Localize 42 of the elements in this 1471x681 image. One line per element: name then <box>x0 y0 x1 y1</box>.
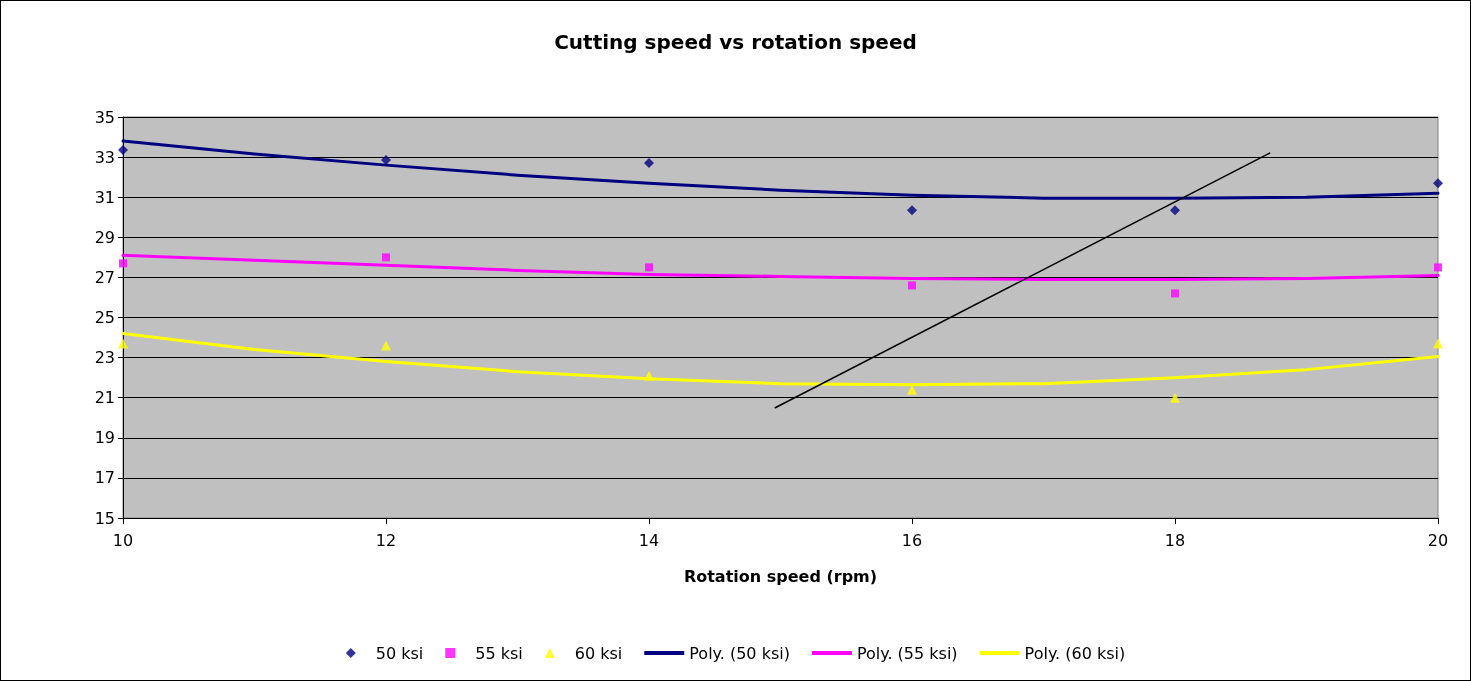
legend-label: Poly. (50 ksi) <box>689 643 790 663</box>
point <box>118 145 128 156</box>
legend-label: Poly. (55 ksi) <box>856 643 958 663</box>
y-tick-label: 27 <box>94 267 115 287</box>
point <box>1433 178 1443 189</box>
x-tick-label: 10 <box>112 530 134 550</box>
legend-label: 55 ksi <box>475 643 523 663</box>
chart-title: Cutting speed vs rotation speed <box>554 30 917 54</box>
point <box>1170 392 1180 403</box>
point <box>1433 338 1443 349</box>
y-tick-label: 19 <box>94 428 115 448</box>
y-tick-label: 29 <box>94 227 115 247</box>
y-tick-label: 15 <box>94 508 115 528</box>
y-tick-label: 31 <box>94 187 115 207</box>
x-tick-label: 12 <box>375 530 397 550</box>
y-tick-label: 33 <box>94 147 115 167</box>
point <box>1171 289 1179 298</box>
point <box>1170 205 1180 216</box>
x-tick-label: 18 <box>1164 530 1186 550</box>
point <box>644 370 654 381</box>
point <box>382 253 390 262</box>
x-tick-label: 20 <box>1427 530 1449 550</box>
y-tick-label: 17 <box>94 468 115 488</box>
y-tick-label: 35 <box>94 107 115 127</box>
y-tick-label: 23 <box>94 348 115 368</box>
line-series <box>121 139 1440 200</box>
point <box>381 340 391 351</box>
x-axis-title: Rotation speed (rpm) <box>683 566 878 586</box>
point <box>644 158 654 169</box>
legend-label: 60 ksi <box>574 643 623 663</box>
legend-label: 50 ksi <box>375 643 424 663</box>
point <box>907 205 917 216</box>
point <box>119 259 127 268</box>
point <box>908 281 916 290</box>
point <box>1434 263 1442 272</box>
y-tick-label: 25 <box>94 308 115 327</box>
x-tick-label: 14 <box>638 530 660 550</box>
point <box>118 338 128 349</box>
x-tick-label: 16 <box>901 530 923 550</box>
point <box>645 263 653 272</box>
legend-label: Poly. (60 ksi) <box>1024 643 1126 663</box>
y-tick-label: 21 <box>94 388 115 408</box>
